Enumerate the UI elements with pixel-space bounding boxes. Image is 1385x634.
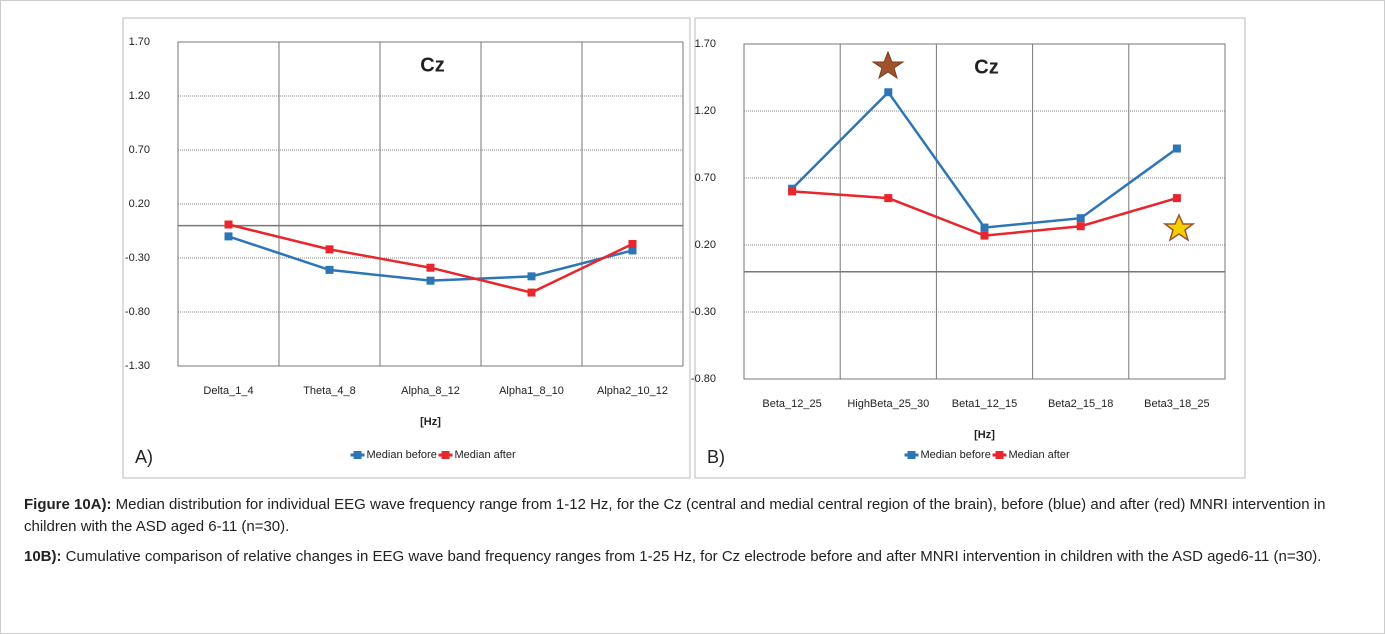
panel-b <box>694 17 1246 479</box>
y-tick-label: 1.70 <box>129 36 150 48</box>
x-tick-label: Beta_12_25 <box>762 398 821 410</box>
legend-swatch <box>995 451 1004 459</box>
charts: 1.70 1.20 0.70 0.20 -0.30 -0.80 -1.30 Delta_1_4… <box>122 17 1246 479</box>
caption: Figure 10A): Median distribution for ind… <box>24 494 1364 576</box>
data-point <box>1076 214 1085 223</box>
data-point <box>224 220 233 229</box>
legend-swatch <box>353 451 362 459</box>
legend-swatch <box>441 451 450 459</box>
y-tick-label: -0.80 <box>691 373 716 385</box>
data-point <box>1172 144 1181 153</box>
data-point <box>527 288 536 297</box>
data-point <box>426 263 435 272</box>
data-point <box>1172 194 1181 203</box>
data-point <box>224 232 233 241</box>
legend-label: Median before <box>921 449 991 461</box>
plot-frame <box>177 41 684 367</box>
x-tick-label: Beta1_12_15 <box>952 398 1017 410</box>
panel-label: B) <box>707 447 725 467</box>
data-point <box>628 239 637 248</box>
x-tick-label: Alpha2_10_12 <box>597 385 668 397</box>
x-tick-label: Delta_1_4 <box>203 385 253 397</box>
data-point <box>788 187 797 196</box>
data-point <box>980 231 989 240</box>
caption-text: Cumulative comparison of relative change… <box>61 548 1322 565</box>
y-tick-label: -0.80 <box>125 306 150 318</box>
y-tick-label: 1.20 <box>129 90 150 102</box>
y-tick-label: 0.20 <box>695 239 716 251</box>
legend-label: Median after <box>1009 449 1070 461</box>
legend-label: Median after <box>455 449 516 461</box>
y-tick-label: -0.30 <box>125 252 150 264</box>
y-tick-label: 0.70 <box>695 172 716 184</box>
data-point <box>527 272 536 281</box>
y-tick-label: 0.20 <box>129 198 150 210</box>
caption-label: 10B): <box>24 548 62 565</box>
legend-swatch <box>907 451 916 459</box>
x-tick-label: Theta_4_8 <box>303 385 356 397</box>
x-tick-label: Beta2_15_18 <box>1048 398 1113 410</box>
data-point <box>1076 222 1085 231</box>
plot-frame <box>743 43 1226 380</box>
x-tick-label: Alpha_8_12 <box>401 385 460 397</box>
caption-paragraph: Figure 10A): Median distribution for ind… <box>24 494 1364 538</box>
x-axis-label: [Hz] <box>974 429 995 441</box>
data-point <box>325 245 334 254</box>
y-tick-label: 1.70 <box>695 38 716 50</box>
chart: 1.70 1.20 0.70 0.20 -0.30 -0.80 -1.30 Delta_1_4… <box>125 36 684 467</box>
x-tick-label: Beta3_18_25 <box>1144 398 1209 410</box>
data-point <box>325 265 334 274</box>
chart-title: Cz <box>420 54 444 76</box>
x-tick-label: Alpha1_8_10 <box>499 385 564 397</box>
legend-label: Median before <box>367 449 437 461</box>
caption-text: Median distribution for individual EEG w… <box>24 496 1326 535</box>
y-tick-label: -1.30 <box>125 360 150 372</box>
panel-label: A) <box>135 447 153 467</box>
data-point <box>884 194 893 203</box>
panel-a <box>122 17 691 479</box>
y-tick-label: -0.30 <box>691 306 716 318</box>
data-point <box>426 276 435 285</box>
data-point <box>884 88 893 97</box>
star-annotation <box>871 50 905 80</box>
star-annotation <box>1162 213 1196 242</box>
data-point <box>980 223 989 232</box>
chart: 1.70 1.20 0.70 0.20 -0.30 -0.80 Beta_12_25 High… <box>691 38 1226 467</box>
y-tick-label: 0.70 <box>129 144 150 156</box>
data-point <box>628 246 637 255</box>
caption-paragraph: 10B): Cumulative comparison of relative … <box>24 546 1364 568</box>
x-axis-label: [Hz] <box>420 416 441 428</box>
caption-label: Figure 10A): <box>24 496 112 513</box>
x-tick-label: HighBeta_25_30 <box>847 398 929 410</box>
y-tick-label: 1.20 <box>695 105 716 117</box>
chart-title: Cz <box>974 56 998 78</box>
